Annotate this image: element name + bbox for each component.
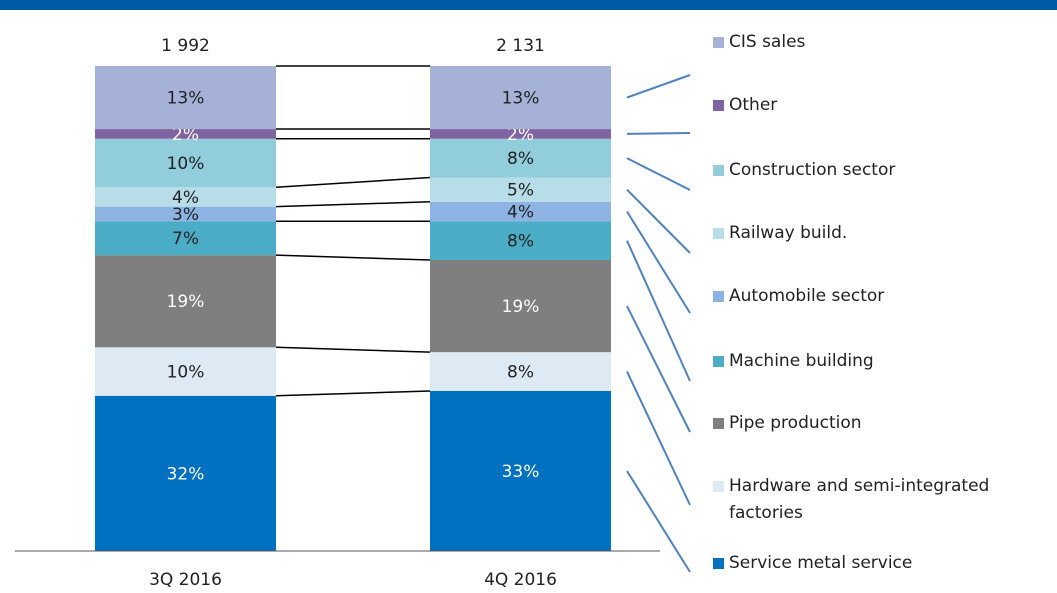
data-label: 3% <box>172 205 199 225</box>
data-label: 32% <box>167 464 205 484</box>
leader-line <box>626 470 691 573</box>
top-band <box>0 0 1057 10</box>
legend-swatch <box>713 291 724 302</box>
bar-segment <box>95 138 276 188</box>
legend-label: Machine building <box>729 351 874 371</box>
legend-label: Service metal service <box>729 553 913 573</box>
total-label: 1 992 <box>161 36 210 56</box>
legend-label: Construction sector <box>729 160 896 180</box>
data-label: 5% <box>507 181 534 201</box>
bar-segment <box>430 352 611 391</box>
data-label: 13% <box>167 89 205 109</box>
leader-line <box>626 305 691 433</box>
bar-segment <box>430 201 611 222</box>
data-label: 2% <box>172 125 199 145</box>
legend-swatch <box>713 558 724 569</box>
leader-line <box>626 371 691 506</box>
data-label: 13% <box>502 89 540 109</box>
legend-swatch <box>713 481 724 492</box>
connector <box>275 390 431 397</box>
bar-segment <box>430 129 611 139</box>
bar-segment <box>95 66 276 130</box>
bar-segment <box>95 255 276 348</box>
data-label: 8% <box>507 363 534 383</box>
bar-segment <box>430 177 611 202</box>
bar-segment <box>430 260 611 353</box>
legend-swatch <box>713 356 724 367</box>
legend-swatch <box>713 37 724 48</box>
data-label: 4% <box>507 203 534 223</box>
legend-label: Other <box>729 95 778 115</box>
data-label: 10% <box>167 363 205 383</box>
legend-item: Automobile sector <box>713 283 1043 310</box>
bar-segment <box>95 395 276 551</box>
leader-line <box>626 210 691 314</box>
bar-segment <box>95 221 276 256</box>
legend-label: Railway build. <box>729 223 848 243</box>
leader-line <box>626 188 691 254</box>
total-label: 2 131 <box>496 36 545 56</box>
legend-item: Service metal service <box>713 550 1043 577</box>
bar-segment <box>430 138 611 178</box>
bar-segment <box>430 66 611 130</box>
x-tick-label: 3Q 2016 <box>149 570 222 590</box>
legend-item: CIS sales <box>713 29 1043 56</box>
leader-line <box>626 240 691 382</box>
legend-swatch <box>713 228 724 239</box>
x-tick-label: 4Q 2016 <box>484 570 557 590</box>
legend-label: Automobile sector <box>729 286 885 306</box>
bar-segment <box>430 390 611 551</box>
legend-item: Hardware and semi-integrated factories <box>713 473 1043 527</box>
legend-swatch <box>713 165 724 176</box>
legend-swatch <box>713 100 724 111</box>
legend-item: Construction sector <box>713 157 1043 184</box>
bar-segment <box>95 206 276 222</box>
data-label: 7% <box>172 229 199 249</box>
legend-swatch <box>713 418 724 429</box>
data-label: 2% <box>507 125 534 145</box>
connector <box>275 254 431 261</box>
leader-line <box>626 74 691 99</box>
data-label: 19% <box>502 297 540 317</box>
connector <box>275 176 431 188</box>
legend-item: Pipe production <box>713 410 1043 437</box>
data-label: 4% <box>172 188 199 208</box>
legend-item: Machine building <box>713 348 1043 375</box>
legend-item: Railway build. <box>713 220 1043 247</box>
data-label: 19% <box>167 292 205 312</box>
data-label: 8% <box>507 232 534 252</box>
legend-label: Hardware and semi-integrated factories <box>729 476 990 523</box>
legend-label: CIS sales <box>729 32 806 52</box>
legend-item: Other <box>713 92 1043 119</box>
bar-segment <box>95 129 276 139</box>
data-label: 33% <box>502 462 540 482</box>
bar-segment <box>95 187 276 207</box>
data-label: 8% <box>507 149 534 169</box>
connector <box>275 201 431 208</box>
leader-line <box>626 132 691 135</box>
data-label: 10% <box>167 154 205 174</box>
connector <box>275 346 431 353</box>
bar-segment <box>430 221 611 260</box>
bar-segment <box>95 347 276 396</box>
leader-line <box>626 157 691 191</box>
legend-label: Pipe production <box>729 413 862 433</box>
